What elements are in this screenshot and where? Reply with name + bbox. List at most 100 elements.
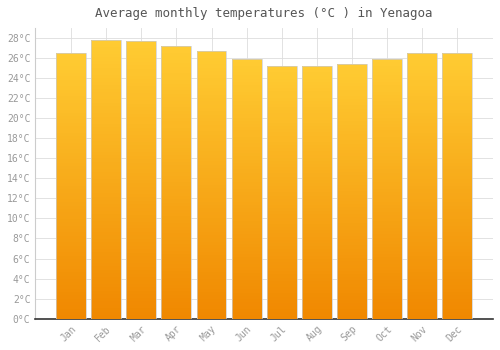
Bar — [408, 66, 437, 70]
Bar — [91, 173, 121, 176]
Bar — [196, 71, 226, 75]
Bar — [56, 295, 86, 299]
Bar — [408, 239, 437, 242]
Bar — [337, 312, 367, 315]
Bar — [337, 284, 367, 287]
Bar — [372, 306, 402, 309]
Bar — [56, 236, 86, 239]
Bar — [302, 101, 332, 104]
Bar — [372, 296, 402, 299]
Bar — [267, 278, 296, 281]
Bar — [196, 158, 226, 161]
Bar — [56, 216, 86, 219]
Bar — [162, 274, 192, 278]
Bar — [126, 242, 156, 246]
Bar — [232, 198, 262, 202]
Bar — [232, 95, 262, 98]
Bar — [232, 286, 262, 289]
Bar — [408, 256, 437, 259]
Bar — [162, 227, 192, 230]
Bar — [302, 174, 332, 177]
Bar — [442, 179, 472, 183]
Bar — [442, 126, 472, 130]
Bar — [302, 154, 332, 158]
Bar — [91, 221, 121, 225]
Bar — [91, 239, 121, 242]
Bar — [162, 305, 192, 308]
Bar — [232, 121, 262, 124]
Bar — [408, 252, 437, 256]
Bar — [232, 302, 262, 306]
Bar — [232, 127, 262, 131]
Bar — [196, 148, 226, 152]
Bar — [302, 300, 332, 303]
Bar — [408, 312, 437, 315]
Bar — [196, 232, 226, 235]
Bar — [337, 239, 367, 242]
Bar — [408, 183, 437, 186]
Bar — [442, 73, 472, 76]
Bar — [91, 305, 121, 308]
Bar — [267, 221, 296, 224]
Bar — [91, 141, 121, 145]
Bar — [372, 114, 402, 118]
Bar — [442, 302, 472, 306]
Bar — [337, 144, 367, 147]
Bar — [56, 119, 86, 123]
Bar — [91, 113, 121, 117]
Bar — [232, 234, 262, 238]
Bar — [408, 279, 437, 282]
Bar — [56, 286, 86, 289]
Bar — [337, 309, 367, 312]
Bar — [337, 210, 367, 214]
Bar — [408, 163, 437, 166]
Bar — [196, 282, 226, 285]
Bar — [337, 236, 367, 239]
Bar — [408, 226, 437, 229]
Bar — [196, 131, 226, 135]
Bar — [267, 167, 296, 170]
Bar — [56, 229, 86, 232]
Bar — [91, 159, 121, 162]
Bar — [267, 233, 296, 237]
Bar — [56, 266, 86, 269]
Bar — [442, 312, 472, 315]
Bar — [232, 228, 262, 231]
Bar — [337, 137, 367, 140]
Bar — [442, 292, 472, 295]
Bar — [91, 120, 121, 124]
Bar — [372, 189, 402, 192]
Bar — [372, 192, 402, 195]
Bar — [337, 182, 367, 185]
Bar — [302, 303, 332, 306]
Bar — [232, 280, 262, 283]
Bar — [126, 284, 156, 287]
Bar — [408, 123, 437, 126]
Bar — [162, 233, 192, 237]
Bar — [126, 218, 156, 222]
Bar — [302, 221, 332, 224]
Bar — [408, 269, 437, 272]
Bar — [267, 290, 296, 293]
Bar — [162, 172, 192, 176]
Bar — [232, 179, 262, 182]
Bar — [196, 205, 226, 208]
Bar — [408, 275, 437, 279]
Bar — [442, 295, 472, 299]
Bar — [91, 246, 121, 249]
Bar — [337, 86, 367, 90]
Bar — [91, 110, 121, 113]
Bar — [408, 90, 437, 93]
Bar — [372, 65, 402, 69]
Bar — [442, 163, 472, 166]
Bar — [162, 223, 192, 227]
Bar — [91, 228, 121, 232]
Bar — [337, 153, 367, 156]
Bar — [442, 199, 472, 203]
Bar — [232, 82, 262, 85]
Bar — [56, 203, 86, 206]
Bar — [337, 265, 367, 268]
Bar — [232, 251, 262, 254]
Bar — [91, 92, 121, 96]
Bar — [196, 272, 226, 275]
